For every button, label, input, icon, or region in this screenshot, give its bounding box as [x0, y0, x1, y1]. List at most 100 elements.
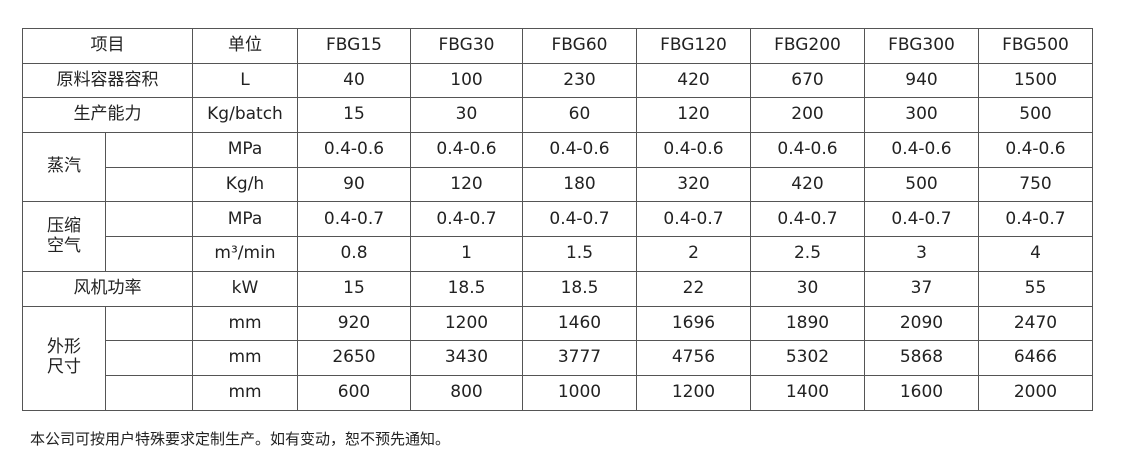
blank-cell — [105, 201, 193, 238]
value-cell: 2.5 — [750, 236, 865, 272]
value-cell: 320 — [636, 166, 751, 203]
row: 外形 尺寸 mm 920 1200 1460 1696 1890 2090 2470 — [22, 305, 1093, 411]
row: 原料容器容积 L 40 100 230 420 670 940 1500 — [22, 62, 1093, 99]
value-cell: 100 — [410, 62, 523, 99]
label-line: 尺寸 — [47, 357, 81, 378]
section-label: 外形 尺寸 — [22, 305, 106, 411]
value-cell: 1500 — [978, 62, 1093, 99]
value-cell: 15 — [297, 97, 411, 134]
value-cell: 6466 — [978, 340, 1093, 376]
value-cell: 5302 — [750, 340, 865, 376]
unit-cell: MPa — [192, 132, 298, 168]
unit-cell: Kg/batch — [192, 97, 298, 134]
unit-cell: mm — [192, 305, 298, 342]
spec-table: 项目 单位 FBG15 FBG30 FBG60 FBG120 FBG200 FBG300 FBG… — [22, 28, 1093, 411]
section-label: 生产能力 — [22, 97, 193, 134]
section-label: 原料容器容积 — [22, 62, 193, 99]
value-cell: 3430 — [410, 340, 523, 376]
section-label: 压缩 空气 — [22, 201, 106, 272]
value-cell: 0.4-0.6 — [636, 132, 751, 168]
value-cell: 600 — [297, 374, 411, 411]
value-cell: 30 — [750, 270, 865, 307]
header-cell: 项目 — [22, 28, 193, 64]
header-cell: FBG500 — [978, 28, 1093, 64]
value-cell: 1.5 — [522, 236, 637, 272]
row: 压缩 空气 MPa 0.4-0.7 0.4-0.7 0.4-0.7 0.4-0.7 0.4-0… — [22, 201, 1093, 272]
value-cell: 500 — [864, 166, 979, 203]
value-cell: 420 — [636, 62, 751, 99]
value-cell: 1400 — [750, 374, 865, 411]
unit-cell: mm — [192, 340, 298, 376]
value-cell: 120 — [410, 166, 523, 203]
header-row: 项目 单位 FBG15 FBG30 FBG60 FBG120 FBG200 FBG300 FBG… — [22, 28, 1093, 64]
value-cell: 18.5 — [522, 270, 637, 307]
value-cell: 22 — [636, 270, 751, 307]
value-cell: 920 — [297, 305, 411, 342]
value-cell: 18.5 — [410, 270, 523, 307]
unit-cell: m³/min — [192, 236, 298, 272]
value-cell: 0.4-0.6 — [410, 132, 523, 168]
row: 风机功率 kW 15 18.5 18.5 22 30 37 55 — [22, 270, 1093, 307]
header-cell: FBG200 — [750, 28, 865, 64]
value-cell: 15 — [297, 270, 411, 307]
header-cell: FBG300 — [864, 28, 979, 64]
section-label: 风机功率 — [22, 270, 193, 307]
value-cell: 120 — [636, 97, 751, 134]
header-cell: 单位 — [192, 28, 298, 64]
blank-cell — [105, 305, 193, 342]
value-cell: 4756 — [636, 340, 751, 376]
value-cell: 0.4-0.7 — [750, 201, 865, 238]
value-cell: 1890 — [750, 305, 865, 342]
value-cell: 3777 — [522, 340, 637, 376]
section-label: 蒸汽 — [22, 132, 106, 203]
unit-cell: MPa — [192, 201, 298, 238]
footnote: 本公司可按用户特殊要求定制生产。如有变动，恕不预先通知。 — [30, 430, 451, 448]
row: 生产能力 Kg/batch 15 30 60 120 200 300 500 — [22, 97, 1093, 134]
value-cell: 3 — [864, 236, 979, 272]
value-cell: 1200 — [636, 374, 751, 411]
row: 蒸汽 MPa 0.4-0.6 0.4-0.6 0.4-0.6 0.4-0.6 0.4-0.6… — [22, 132, 1093, 203]
value-cell: 0.4-0.6 — [522, 132, 637, 168]
value-cell: 2090 — [864, 305, 979, 342]
label-line: 生产能力 — [73, 104, 142, 125]
row: m³/min 0.8 1 1.5 2 2.5 3 4 — [23, 236, 1093, 272]
value-cell: 0.4-0.6 — [750, 132, 865, 168]
row: mm 600 800 1000 1200 1400 1600 2000 — [23, 374, 1093, 411]
value-cell: 55 — [978, 270, 1093, 307]
value-cell: 60 — [522, 97, 637, 134]
unit-cell: kW — [192, 270, 298, 307]
value-cell: 1460 — [522, 305, 637, 342]
table-body: 项目 单位 FBG15 FBG30 FBG60 FBG120 FBG200 FBG300 FBG… — [22, 28, 1093, 411]
value-cell: 230 — [522, 62, 637, 99]
value-cell: 0.4-0.7 — [410, 201, 523, 238]
unit-cell: mm — [192, 374, 298, 411]
value-cell: 1200 — [410, 305, 523, 342]
row: mm 2650 3430 3777 4756 5302 5868 6466 — [23, 340, 1093, 376]
value-cell: 90 — [297, 166, 411, 203]
label-line: 原料容器容积 — [56, 69, 159, 90]
header-cell: FBG30 — [410, 28, 523, 64]
label-line: 压缩 — [47, 216, 81, 237]
value-cell: 1696 — [636, 305, 751, 342]
value-cell: 1600 — [864, 374, 979, 411]
label-line: 蒸汽 — [47, 156, 81, 177]
value-cell: 0.4-0.6 — [978, 132, 1093, 168]
value-cell: 40 — [297, 62, 411, 99]
value-cell: 500 — [978, 97, 1093, 134]
label-line: 风机功率 — [73, 277, 142, 298]
value-cell: 0.4-0.7 — [297, 201, 411, 238]
blank-cell — [105, 132, 193, 168]
value-cell: 670 — [750, 62, 865, 99]
value-cell: 180 — [522, 166, 637, 203]
value-cell: 4 — [978, 236, 1093, 272]
value-cell: 0.4-0.6 — [864, 132, 979, 168]
value-cell: 200 — [750, 97, 865, 134]
blank-cell — [105, 374, 193, 411]
value-cell: 5868 — [864, 340, 979, 376]
value-cell: 0.4-0.7 — [864, 201, 979, 238]
value-cell: 300 — [864, 97, 979, 134]
blank-cell — [105, 236, 193, 272]
unit-cell: L — [192, 62, 298, 99]
label-line: 外形 — [47, 337, 81, 358]
